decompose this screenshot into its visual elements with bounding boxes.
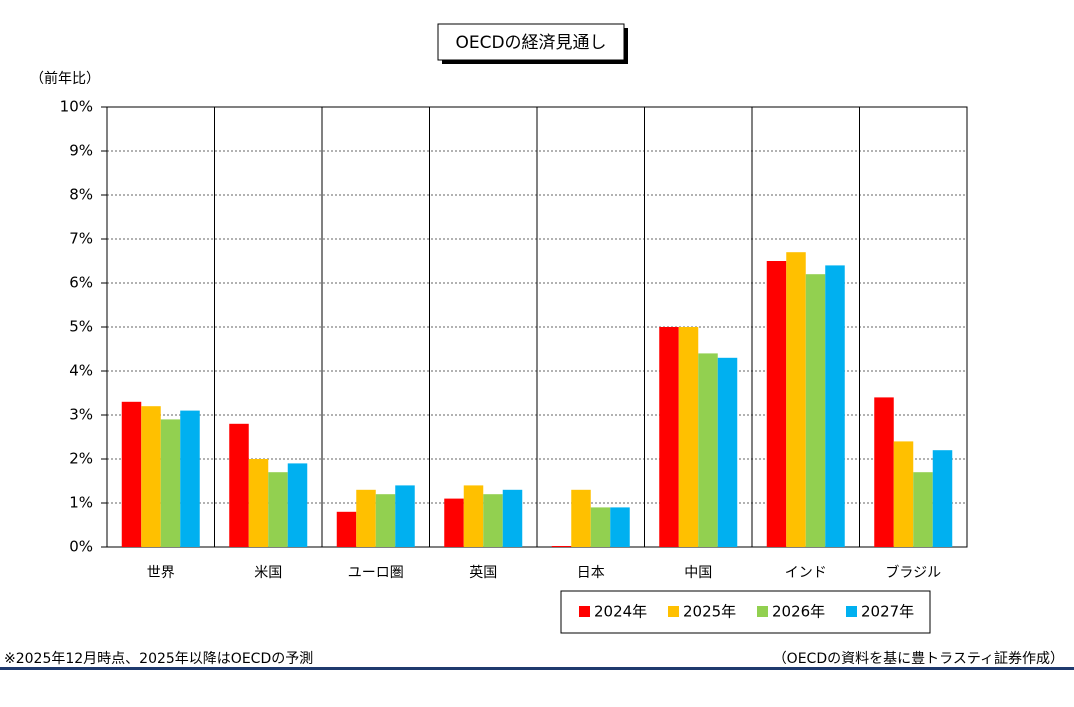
bar [463, 485, 484, 547]
bar [825, 265, 845, 547]
y-tick-label: 0% [69, 538, 93, 556]
y-tick-label: 7% [69, 230, 93, 248]
x-tick-label: 世界 [147, 565, 175, 581]
bar [610, 507, 630, 547]
legend-box [560, 590, 931, 634]
x-tick-label: インド [785, 565, 827, 581]
bar [893, 441, 914, 547]
bar [590, 507, 611, 547]
plot-border [106, 106, 968, 548]
source: （OECDの資料を基に豊トラスティ証券作成） [773, 650, 1064, 667]
bar [141, 406, 161, 547]
y-tick-label: 9% [69, 142, 93, 160]
legend-label: 2027年 [861, 603, 914, 621]
bar [551, 546, 572, 547]
legend-label: 2026年 [772, 603, 825, 621]
bar [180, 410, 200, 547]
bar [268, 472, 288, 547]
y-tick-label: 4% [69, 362, 93, 380]
x-tick-label: ユーロ圏 [348, 565, 404, 581]
bar [121, 401, 142, 547]
bar [160, 419, 181, 547]
x-tick-label: ブラジル [885, 564, 941, 581]
legend-swatch [579, 606, 590, 617]
bar [786, 252, 806, 547]
x-tick-label: 中国 [684, 565, 712, 581]
y-tick-label: 1% [69, 494, 93, 512]
y-tick-label: 3% [69, 406, 93, 424]
bar [717, 357, 738, 547]
bar [659, 327, 679, 547]
legend-swatch [757, 606, 768, 617]
bar [395, 485, 415, 547]
bar [571, 489, 591, 547]
bar [356, 489, 376, 547]
y-tick-label: 8% [69, 186, 93, 204]
y-tick-label: 6% [69, 274, 93, 292]
bar [913, 472, 933, 547]
bar [874, 397, 894, 547]
y-axis-label: （前年比） [30, 70, 100, 87]
bar [766, 261, 787, 547]
bar [678, 327, 699, 547]
bottom-rule [0, 667, 1074, 670]
bar [932, 450, 953, 547]
bar [229, 423, 249, 547]
x-tick-label: 米国 [254, 565, 282, 581]
y-tick-label: 2% [69, 450, 93, 468]
bar [698, 353, 718, 547]
title-box [437, 23, 625, 61]
legend-swatch [668, 606, 679, 617]
x-tick-label: 英国 [469, 564, 497, 581]
bar [248, 459, 269, 547]
y-tick-label: 10% [60, 98, 93, 116]
legend-swatch [846, 606, 857, 617]
legend-label: 2024年 [594, 603, 647, 621]
bar [805, 274, 826, 547]
bar [502, 489, 523, 547]
bar [375, 494, 396, 547]
legend-label: 2025年 [683, 603, 736, 621]
bar [287, 463, 308, 547]
x-tick-label: 日本 [577, 565, 605, 581]
bar [483, 494, 503, 547]
y-tick-label: 5% [69, 318, 93, 336]
chart-title: OECDの経済見通し [455, 33, 606, 53]
bar [336, 511, 357, 547]
bar [444, 498, 464, 547]
footnote: ※2025年12月時点、2025年以降はOECDの予測 [4, 651, 313, 667]
